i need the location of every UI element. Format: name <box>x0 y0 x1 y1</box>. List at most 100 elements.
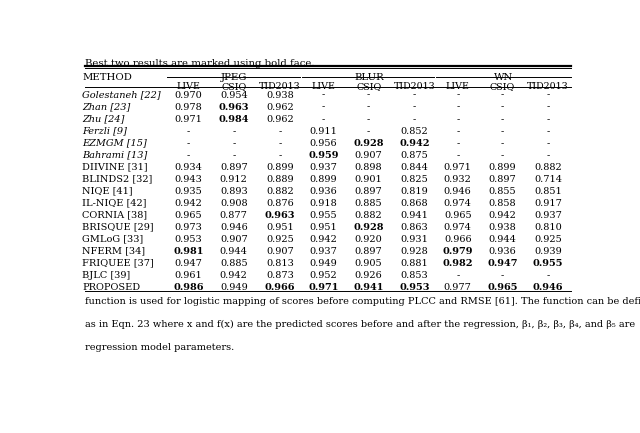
Text: BJLC [39]: BJLC [39] <box>83 271 131 280</box>
Text: 0.855: 0.855 <box>488 187 516 196</box>
Text: -: - <box>413 103 416 112</box>
Text: 0.979: 0.979 <box>442 247 473 255</box>
Text: 0.863: 0.863 <box>401 223 428 232</box>
Text: Best two results are marked using bold face.: Best two results are marked using bold f… <box>85 59 315 68</box>
Text: 0.899: 0.899 <box>266 163 294 171</box>
Text: 0.897: 0.897 <box>355 187 383 196</box>
Text: 0.943: 0.943 <box>175 174 202 184</box>
Text: 0.962: 0.962 <box>266 103 294 112</box>
Text: 0.977: 0.977 <box>444 283 472 292</box>
Text: 0.882: 0.882 <box>534 163 562 171</box>
Text: -: - <box>322 103 325 112</box>
Text: -: - <box>322 115 325 124</box>
Text: IL-NIQE [42]: IL-NIQE [42] <box>83 199 147 208</box>
Text: 0.938: 0.938 <box>266 90 294 100</box>
Text: Bahrami [13]: Bahrami [13] <box>83 151 148 160</box>
Text: 0.898: 0.898 <box>355 163 383 171</box>
Text: 0.965: 0.965 <box>444 211 472 220</box>
Text: 0.918: 0.918 <box>310 199 337 208</box>
Text: 0.942: 0.942 <box>220 271 248 280</box>
Text: -: - <box>500 151 504 160</box>
Text: 0.984: 0.984 <box>218 115 249 124</box>
Text: 0.911: 0.911 <box>310 126 337 136</box>
Text: 0.947: 0.947 <box>175 259 202 268</box>
Text: -: - <box>547 126 550 136</box>
Text: 0.955: 0.955 <box>533 259 563 268</box>
Text: -: - <box>367 103 371 112</box>
Text: 0.876: 0.876 <box>266 199 294 208</box>
Text: 0.963: 0.963 <box>218 103 249 112</box>
Text: -: - <box>456 115 460 124</box>
Text: 0.971: 0.971 <box>308 283 339 292</box>
Text: BRISQUE [29]: BRISQUE [29] <box>83 223 154 232</box>
Text: 0.928: 0.928 <box>353 223 384 232</box>
Text: as in Eqn. 23 where x and f(x) are the predicted scores before and after the reg: as in Eqn. 23 where x and f(x) are the p… <box>85 320 635 329</box>
Text: 0.965: 0.965 <box>175 211 202 220</box>
Text: 0.852: 0.852 <box>401 126 428 136</box>
Text: -: - <box>278 139 282 148</box>
Text: 0.946: 0.946 <box>533 283 563 292</box>
Text: 0.934: 0.934 <box>175 163 202 171</box>
Text: 0.907: 0.907 <box>266 247 294 255</box>
Text: -: - <box>500 90 504 100</box>
Text: 0.944: 0.944 <box>488 235 516 244</box>
Text: -: - <box>500 139 504 148</box>
Text: 0.966: 0.966 <box>444 235 472 244</box>
Text: 0.875: 0.875 <box>401 151 428 160</box>
Text: -: - <box>367 90 371 100</box>
Text: 0.949: 0.949 <box>220 283 248 292</box>
Text: -: - <box>367 115 371 124</box>
Text: 0.937: 0.937 <box>310 163 337 171</box>
Text: 0.844: 0.844 <box>401 163 428 171</box>
Text: -: - <box>500 126 504 136</box>
Text: regression model parameters.: regression model parameters. <box>85 343 234 352</box>
Text: 0.885: 0.885 <box>220 259 248 268</box>
Text: 0.966: 0.966 <box>264 283 295 292</box>
Text: -: - <box>547 151 550 160</box>
Text: -: - <box>456 126 460 136</box>
Text: NFERM [34]: NFERM [34] <box>83 247 146 255</box>
Text: JPEG: JPEG <box>221 73 248 82</box>
Text: 0.926: 0.926 <box>355 271 383 280</box>
Text: LIVE: LIVE <box>446 82 470 91</box>
Text: 0.899: 0.899 <box>488 163 516 171</box>
Text: -: - <box>456 103 460 112</box>
Text: 0.825: 0.825 <box>401 174 428 184</box>
Text: FRIQUEE [37]: FRIQUEE [37] <box>83 259 154 268</box>
Text: 0.959: 0.959 <box>308 151 339 160</box>
Text: function is used for logistic mapping of scores before computing PLCC and RMSE [: function is used for logistic mapping of… <box>85 297 640 307</box>
Text: 0.973: 0.973 <box>175 223 202 232</box>
Text: 0.810: 0.810 <box>534 223 562 232</box>
Text: 0.942: 0.942 <box>488 211 516 220</box>
Text: -: - <box>413 115 416 124</box>
Text: 0.819: 0.819 <box>401 187 428 196</box>
Text: -: - <box>500 103 504 112</box>
Text: 0.965: 0.965 <box>487 283 518 292</box>
Text: 0.944: 0.944 <box>220 247 248 255</box>
Text: -: - <box>322 90 325 100</box>
Text: Golestaneh [22]: Golestaneh [22] <box>83 90 161 100</box>
Text: Zhan [23]: Zhan [23] <box>83 103 131 112</box>
Text: -: - <box>232 151 236 160</box>
Text: CSIQ: CSIQ <box>356 82 381 91</box>
Text: 0.961: 0.961 <box>175 271 202 280</box>
Text: CORNIA [38]: CORNIA [38] <box>83 211 148 220</box>
Text: 0.920: 0.920 <box>355 235 383 244</box>
Text: 0.982: 0.982 <box>442 259 473 268</box>
Text: PROPOSED: PROPOSED <box>83 283 141 292</box>
Text: 0.908: 0.908 <box>220 199 248 208</box>
Text: 0.941: 0.941 <box>401 211 428 220</box>
Text: 0.901: 0.901 <box>355 174 383 184</box>
Text: TID2013: TID2013 <box>527 82 569 91</box>
Text: BLINDS2 [32]: BLINDS2 [32] <box>83 174 153 184</box>
Text: CSIQ: CSIQ <box>490 82 515 91</box>
Text: 0.937: 0.937 <box>310 247 337 255</box>
Text: 0.881: 0.881 <box>401 259 428 268</box>
Text: 0.897: 0.897 <box>220 163 248 171</box>
Text: -: - <box>232 139 236 148</box>
Text: 0.928: 0.928 <box>401 247 428 255</box>
Text: -: - <box>547 115 550 124</box>
Text: -: - <box>367 126 371 136</box>
Text: 0.963: 0.963 <box>264 211 295 220</box>
Text: -: - <box>456 139 460 148</box>
